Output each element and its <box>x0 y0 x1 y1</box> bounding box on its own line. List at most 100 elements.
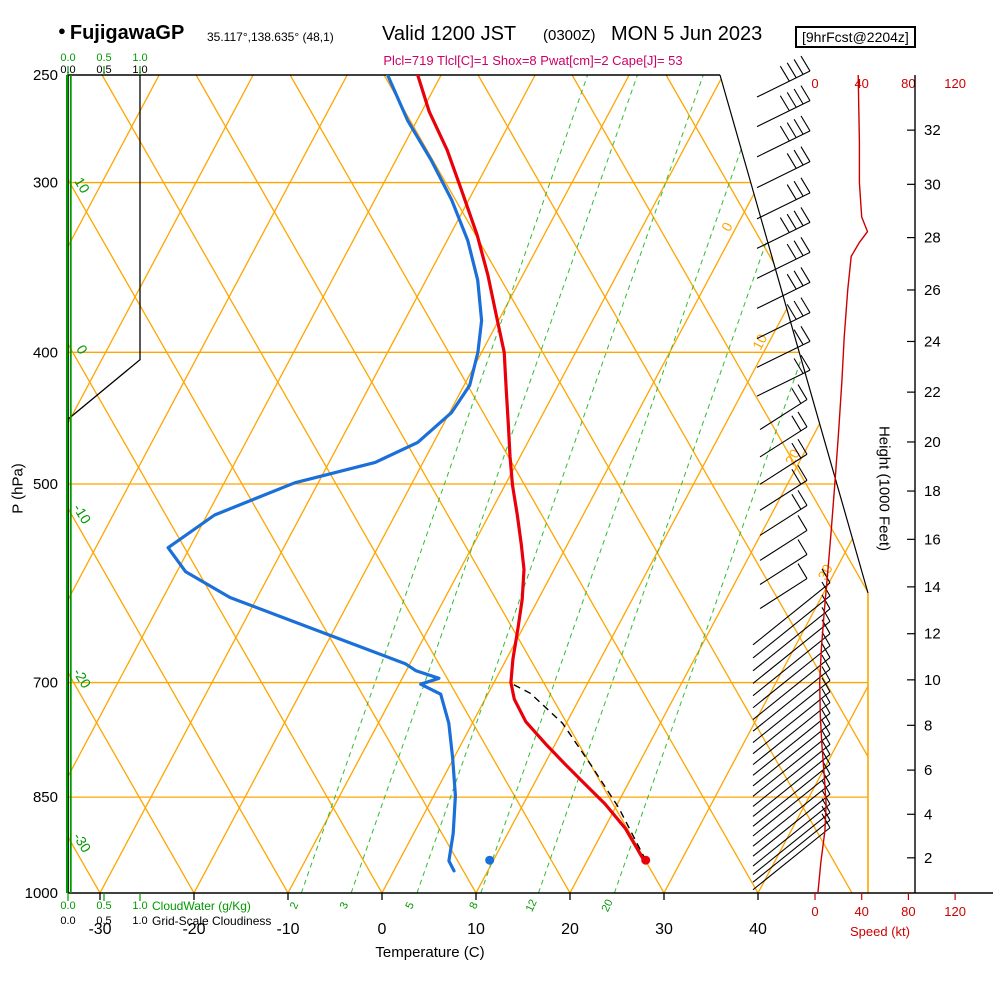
wind-barb-staff <box>752 633 831 697</box>
wind-barb-staff <box>756 192 811 220</box>
speed-tick-label-bottom: 120 <box>944 904 966 919</box>
cloudiness-scale-label-bottom: 1.0 <box>132 915 147 927</box>
isotherm-label: 10 <box>749 331 771 352</box>
height-tick-label: 22 <box>924 384 941 401</box>
wind-barb-feather <box>791 468 802 485</box>
wind-speed-panel: 0 0 40 40 80 80 120 120 <box>811 74 966 919</box>
wind-barb-feather <box>821 607 831 622</box>
wind-barb-feather <box>821 688 831 703</box>
wind-barb-feather <box>793 270 804 287</box>
wind-barb-staff <box>752 744 831 807</box>
temperature-tick-label: 30 <box>655 921 673 938</box>
wind-barb-staff <box>752 691 831 755</box>
wind-barb-staff <box>752 812 831 875</box>
wind-barb-feather <box>800 85 811 101</box>
cloud-scales: 0.00.00.00.00.50.50.50.51.01.01.01.0 <box>60 52 147 927</box>
cloudwater-scale-label-top: 1.0 <box>132 52 147 64</box>
border-diagonal <box>719 74 869 594</box>
mixing-ratio-labels: 2 3 5 8 12 20 <box>288 898 616 914</box>
wind-barb-staff <box>752 657 831 721</box>
wind-barb-staff <box>752 827 831 891</box>
station-bullet-icon: ● <box>58 23 66 38</box>
wind-barb-feather <box>821 769 831 785</box>
wind-barb-staff <box>759 426 808 458</box>
dry-adiabat-line <box>289 75 759 893</box>
station-title: ● FujigawaGP <box>58 22 184 45</box>
wind-barb-feather <box>793 149 804 166</box>
wind-barb-staff <box>759 399 808 431</box>
wind-barb-feather <box>821 779 831 795</box>
mixing-ratio-line <box>480 75 768 893</box>
pressure-tick-label: 400 <box>33 344 58 361</box>
wind-barb-staff <box>756 221 811 249</box>
dry-adiabat-label: -20 <box>70 665 94 691</box>
wind-barb-staff <box>756 70 811 98</box>
wind-barb-staff <box>752 712 831 776</box>
dry-adiabat-label: -30 <box>70 830 94 856</box>
height-tick-label: 16 <box>924 531 941 548</box>
pressure-axis: 250 300 400 500 700 850 1000 <box>25 67 58 902</box>
height-tick-label: 30 <box>924 176 941 193</box>
height-tick-label: 28 <box>924 230 941 247</box>
mixing-ratio-label: 3 <box>338 900 351 911</box>
wind-barb-feather <box>793 210 804 227</box>
dry-adiabat-line <box>101 75 571 893</box>
mixing-ratio-label: 12 <box>524 898 540 914</box>
pressure-tick-label: 700 <box>33 675 58 692</box>
cloudwater-scale-label-bottom: 0.0 <box>60 900 75 912</box>
station-coords: 35.117°,138.635° (48,1) <box>207 30 334 44</box>
wind-barb-feather <box>821 699 831 714</box>
isotherm-line <box>663 75 868 893</box>
sounding-curves <box>166 75 651 873</box>
temperature-tick-label: 10 <box>467 921 485 938</box>
wind-barb-feather <box>793 180 804 197</box>
wind-barb-feather <box>793 300 804 317</box>
dry-adiabat-line <box>68 75 477 893</box>
dry-adiabat-label: 0 <box>73 342 91 357</box>
speed-axis-title: Speed (kt) <box>850 924 910 939</box>
wind-barb-feather <box>800 354 811 371</box>
wind-barb-feather <box>779 95 790 112</box>
height-tick-label: 6 <box>924 762 932 779</box>
cloudwater-scale-label-top: 0.0 <box>60 52 75 64</box>
wind-barb-staff <box>752 595 831 659</box>
cloud-profiles <box>66 75 141 893</box>
wind-barb-staff <box>752 793 831 857</box>
wind-barb-feather <box>821 709 831 725</box>
wind-barb-feather <box>800 207 811 223</box>
wind-barb-feather <box>797 563 808 579</box>
wind-barb-feather <box>786 62 797 79</box>
wind-barb-feather <box>793 240 804 256</box>
wind-barb-feather <box>793 329 804 345</box>
wind-barb-feather <box>793 88 804 105</box>
wind-barb-staff <box>759 578 808 610</box>
isotherm-label: 30 <box>814 561 836 582</box>
wind-barb-feather <box>821 677 831 692</box>
cloudiness-scale-label-top: 0.5 <box>96 64 111 76</box>
valid-date: MON 5 Jun 2023 <box>611 23 763 45</box>
wind-barb-staff <box>756 130 811 158</box>
forecast-info-box: [9hrFcst@2204z] <box>795 26 916 48</box>
cloudiness-scale-label-top: 1.0 <box>132 64 147 76</box>
wind-barb-feather <box>797 384 808 400</box>
temperature-tick-label: 0 <box>378 921 387 938</box>
pressure-tick-label: 850 <box>33 789 58 806</box>
pressure-tick-label: 500 <box>33 476 58 493</box>
wind-barb-feather <box>786 184 797 200</box>
wind-barb-feather <box>821 643 831 658</box>
wind-barb-staff <box>752 783 831 847</box>
skewt-grid <box>68 75 868 893</box>
wind-barb-feather <box>821 750 831 765</box>
height-tick-label: 20 <box>924 434 941 451</box>
wind-barb-staff <box>756 100 811 128</box>
valid-utc: (0300Z) <box>543 27 596 44</box>
wind-barb-feather <box>797 515 808 531</box>
wind-barbs <box>752 55 831 891</box>
cloudiness-title: Grid-Scale Cloudiness <box>152 914 272 928</box>
wind-barb-feather <box>793 59 804 75</box>
wind-barb-staff <box>756 369 811 397</box>
parcel-curve <box>512 683 647 861</box>
wind-barb-feather <box>800 55 811 72</box>
wind-barb-feather <box>779 217 790 233</box>
height-tick-label: 4 <box>924 806 932 823</box>
